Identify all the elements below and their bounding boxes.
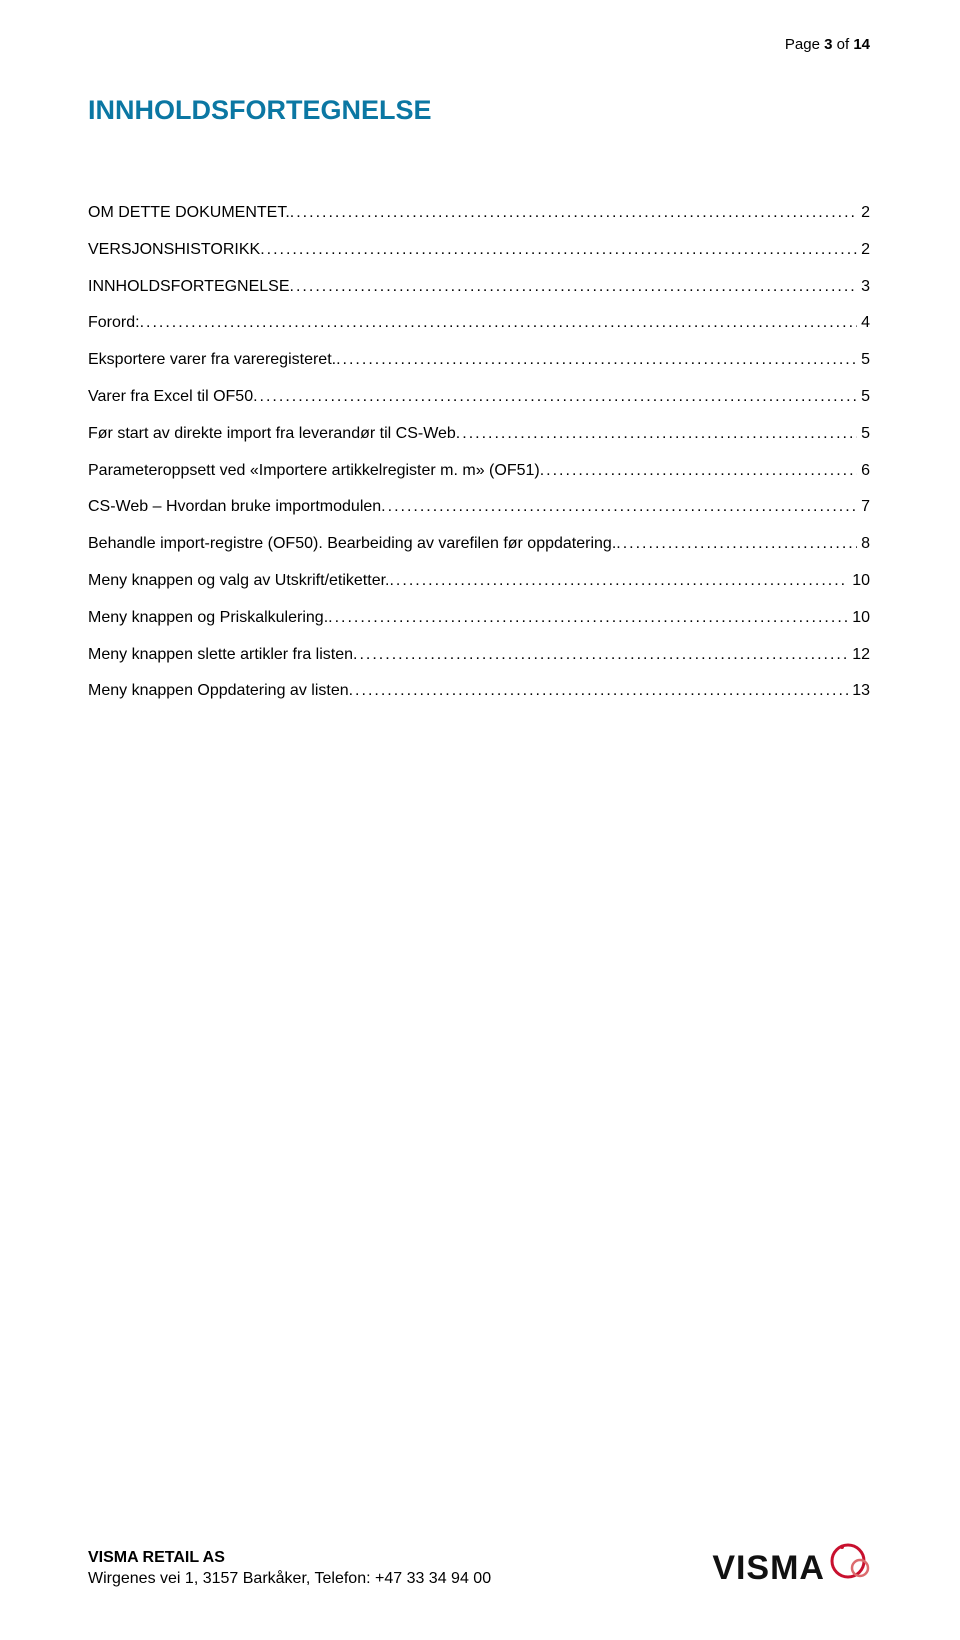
page-title: INNHOLDSFORTEGNELSE xyxy=(88,95,432,126)
footer-text: VISMA RETAIL AS Wirgenes vei 1, 3157 Bar… xyxy=(88,1547,491,1590)
table-of-contents: OM DETTE DOKUMENTET. 2 VERSJONSHISTORIKK 2… xyxy=(88,195,870,710)
toc-page: 4 xyxy=(857,305,870,342)
toc-leader xyxy=(540,453,857,490)
toc-label: OM DETTE DOKUMENTET. xyxy=(88,195,290,232)
toc-label: Behandle import-registre (OF50). Bearbei… xyxy=(88,526,616,563)
toc-page: 2 xyxy=(857,232,870,269)
toc-leader xyxy=(290,269,858,306)
toc-entry[interactable]: Før start av direkte import fra leverand… xyxy=(88,416,870,453)
toc-page: 10 xyxy=(848,600,870,637)
toc-entry[interactable]: Forord: 4 xyxy=(88,305,870,342)
toc-entry[interactable]: Parameteroppsett ved «Importere artikkel… xyxy=(88,453,870,490)
toc-page: 6 xyxy=(857,453,870,490)
toc-label: Før start av direkte import fra leverand… xyxy=(88,416,456,453)
toc-label: CS-Web – Hvordan bruke importmodulen xyxy=(88,489,381,526)
toc-leader xyxy=(260,232,857,269)
toc-leader xyxy=(353,637,848,674)
toc-label: Parameteroppsett ved «Importere artikkel… xyxy=(88,453,540,490)
logo-mark-icon xyxy=(830,1543,870,1579)
toc-leader xyxy=(456,416,857,453)
toc-page: 8 xyxy=(857,526,870,563)
toc-entry[interactable]: VERSJONSHISTORIKK 2 xyxy=(88,232,870,269)
page-number-total: 14 xyxy=(853,36,870,53)
toc-label: Eksportere varer fra vareregisteret. xyxy=(88,342,336,379)
toc-page: 3 xyxy=(857,269,870,306)
toc-label: INNHOLDSFORTEGNELSE xyxy=(88,269,290,306)
toc-page: 5 xyxy=(857,342,870,379)
toc-label: Meny knappen Oppdatering av listen xyxy=(88,673,349,710)
toc-page: 10 xyxy=(848,563,870,600)
footer-address: Wirgenes vei 1, 3157 Barkåker, Telefon: … xyxy=(88,1568,491,1590)
toc-leader xyxy=(328,600,848,637)
footer-company: VISMA RETAIL AS xyxy=(88,1547,491,1569)
visma-logo: VISMA xyxy=(712,1543,870,1590)
toc-page: 2 xyxy=(857,195,870,232)
toc-leader xyxy=(389,563,848,600)
toc-entry[interactable]: Varer fra Excel til OF50 5 xyxy=(88,379,870,416)
page-number: Page 3 of 14 xyxy=(785,36,870,53)
toc-leader xyxy=(616,526,857,563)
toc-entry[interactable]: Meny knappen og Priskalkulering. 10 xyxy=(88,600,870,637)
toc-page: 7 xyxy=(857,489,870,526)
toc-entry[interactable]: INNHOLDSFORTEGNELSE 3 xyxy=(88,269,870,306)
toc-label: Meny knappen slette artikler fra listen xyxy=(88,637,353,674)
logo-text: VISMA xyxy=(712,1549,825,1588)
toc-leader xyxy=(349,673,849,710)
page-number-of: of xyxy=(832,36,853,53)
toc-leader xyxy=(253,379,857,416)
toc-label: Meny knappen og valg av Utskrift/etikett… xyxy=(88,563,389,600)
toc-label: Meny knappen og Priskalkulering. xyxy=(88,600,328,637)
toc-page: 5 xyxy=(857,416,870,453)
toc-page: 12 xyxy=(848,637,870,674)
toc-entry[interactable]: OM DETTE DOKUMENTET. 2 xyxy=(88,195,870,232)
toc-entry[interactable]: Behandle import-registre (OF50). Bearbei… xyxy=(88,526,870,563)
toc-entry[interactable]: Meny knappen og valg av Utskrift/etikett… xyxy=(88,563,870,600)
toc-entry[interactable]: CS-Web – Hvordan bruke importmodulen 7 xyxy=(88,489,870,526)
toc-entry[interactable]: Meny knappen Oppdatering av listen 13 xyxy=(88,673,870,710)
toc-leader xyxy=(381,489,857,526)
toc-label: Varer fra Excel til OF50 xyxy=(88,379,253,416)
page-footer: VISMA RETAIL AS Wirgenes vei 1, 3157 Bar… xyxy=(88,1543,870,1590)
toc-label: VERSJONSHISTORIKK xyxy=(88,232,260,269)
toc-leader xyxy=(140,305,858,342)
toc-page: 13 xyxy=(848,673,870,710)
toc-leader xyxy=(336,342,857,379)
toc-entry[interactable]: Meny knappen slette artikler fra listen 1… xyxy=(88,637,870,674)
toc-page: 5 xyxy=(857,379,870,416)
toc-label: Forord: xyxy=(88,305,140,342)
page-number-prefix: Page xyxy=(785,36,824,53)
toc-leader xyxy=(290,195,857,232)
toc-entry[interactable]: Eksportere varer fra vareregisteret. 5 xyxy=(88,342,870,379)
